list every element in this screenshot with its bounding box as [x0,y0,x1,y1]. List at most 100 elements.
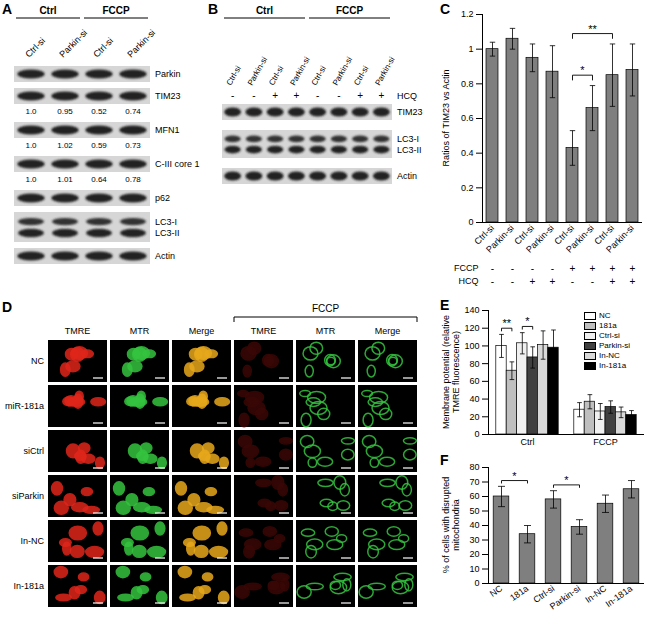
svg-text:Parkin-si: Parkin-si [331,55,354,87]
svg-text:0.74: 0.74 [125,107,141,116]
svg-text:NC: NC [31,356,44,366]
svg-text:+: + [610,276,616,287]
svg-text:Actin: Actin [155,251,175,261]
svg-text:FCCP: FCCP [336,5,364,16]
svg-text:Ctrl-si: Ctrl-si [352,64,370,87]
svg-text:1.2: 1.2 [461,9,474,19]
svg-text:+: + [357,90,363,101]
svg-text:LC3-I: LC3-I [397,134,419,144]
svg-text:LC3-I: LC3-I [155,217,177,227]
svg-text:0.6: 0.6 [461,113,474,123]
svg-text:Parkin-si: Parkin-si [125,28,157,60]
svg-text:C: C [440,1,450,17]
svg-text:*: * [580,64,585,76]
svg-text:60: 60 [469,376,479,386]
svg-text:181a: 181a [508,583,530,603]
svg-text:TMRE: TMRE [65,326,91,336]
svg-text:Parkin-si: Parkin-si [288,55,311,87]
svg-text:0: 0 [474,429,479,439]
svg-text:Actin: Actin [397,171,417,181]
svg-text:50: 50 [469,506,479,516]
svg-text:siParkin: siParkin [12,491,44,501]
svg-text:*: * [564,474,569,486]
svg-text:-: - [531,263,534,274]
svg-text:1.0: 1.0 [25,141,37,150]
svg-text:siCtrl: siCtrl [24,446,45,456]
svg-text:Parkin-si: Parkin-si [373,55,396,87]
svg-text:0.59: 0.59 [91,141,107,150]
svg-text:HCQ: HCQ [459,276,479,286]
svg-text:TMRE: TMRE [251,326,277,336]
svg-text:In-181a: In-181a [604,583,635,609]
svg-text:TIM23: TIM23 [155,91,181,101]
svg-text:80: 80 [469,359,479,369]
svg-text:-: - [491,276,494,287]
svg-text:0.8: 0.8 [461,79,474,89]
svg-text:Ctrl-si: Ctrl-si [267,64,285,87]
svg-text:D: D [2,299,12,315]
svg-text:MFN1: MFN1 [155,125,180,135]
svg-text:FCCP: FCCP [312,303,340,314]
svg-text:Parkin-si: Parkin-si [604,223,636,255]
svg-text:20: 20 [469,412,479,422]
svg-text:1.02: 1.02 [57,141,73,150]
svg-text:Parkin-si: Parkin-si [524,223,556,255]
svg-text:+: + [378,90,384,101]
svg-text:0.73: 0.73 [125,141,141,150]
svg-text:-: - [252,90,255,101]
svg-text:Ctrl: Ctrl [39,5,56,16]
svg-text:-: - [491,263,494,274]
svg-text:+: + [272,90,278,101]
svg-text:60: 60 [469,491,479,501]
svg-text:-: - [316,90,319,101]
svg-text:0.52: 0.52 [91,107,107,116]
svg-text:1: 1 [468,44,473,54]
svg-text:C-III core 1: C-III core 1 [155,159,200,169]
svg-text:TIM23: TIM23 [397,107,423,117]
svg-text:F: F [440,452,449,468]
svg-text:+: + [530,276,536,287]
svg-text:+: + [570,263,576,274]
svg-text:**: ** [502,317,511,329]
svg-text:Ctrl-si: Ctrl-si [225,64,243,87]
svg-text:Ctrl-si: Ctrl-si [23,36,47,60]
svg-text:1.01: 1.01 [57,175,73,184]
svg-text:+: + [610,263,616,274]
svg-text:FCCP: FCCP [102,5,130,16]
svg-text:0.4: 0.4 [461,148,474,158]
svg-text:80: 80 [469,462,479,472]
svg-text:0: 0 [468,217,473,227]
svg-text:30: 30 [469,535,479,545]
svg-text:Merge: Merge [189,326,215,336]
svg-text:-: - [511,263,514,274]
svg-text:MTR: MTR [130,326,150,336]
svg-text:**: ** [588,23,597,35]
svg-text:p62: p62 [155,193,170,203]
svg-text:140: 140 [464,305,479,315]
svg-text:-: - [571,276,574,287]
svg-text:100: 100 [464,341,479,351]
svg-text:LC3-II: LC3-II [397,145,422,155]
svg-text:Parkin-si: Parkin-si [246,55,269,87]
svg-text:0.64: 0.64 [91,175,107,184]
svg-text:A: A [2,1,12,17]
svg-text:MTR: MTR [316,326,336,336]
svg-text:Parkin-si: Parkin-si [484,223,516,255]
svg-text:120: 120 [464,323,479,333]
svg-text:E: E [440,297,449,313]
svg-text:-: - [231,90,234,101]
svg-text:0.95: 0.95 [57,107,73,116]
svg-text:1.0: 1.0 [25,107,37,116]
svg-text:*: * [512,470,517,482]
svg-text:Parkin: Parkin [155,69,181,79]
svg-text:40: 40 [469,394,479,404]
svg-text:+: + [630,263,636,274]
svg-text:-: - [511,276,514,287]
svg-text:Parkin-si: Parkin-si [57,28,89,60]
svg-text:Ctrl-si: Ctrl-si [310,64,328,87]
svg-text:FCCP: FCCP [593,437,618,447]
svg-text:Ctrl: Ctrl [521,437,535,447]
svg-text:LC3-II: LC3-II [155,228,180,238]
svg-text:40: 40 [469,520,479,530]
svg-text:+: + [550,276,556,287]
